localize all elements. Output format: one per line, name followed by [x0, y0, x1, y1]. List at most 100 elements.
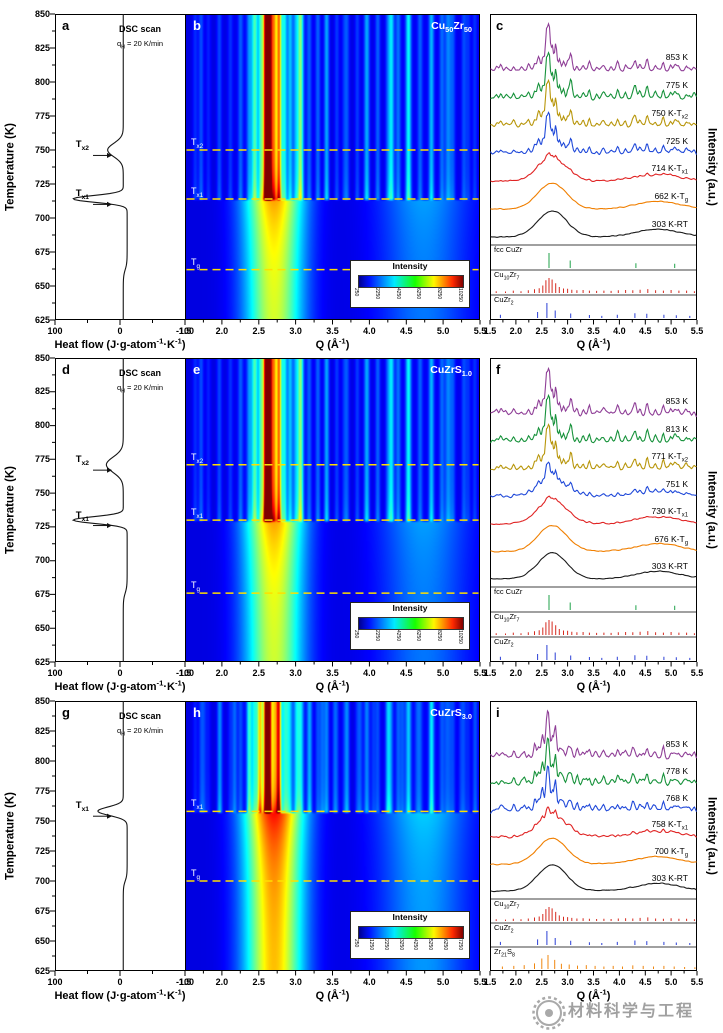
transition-line-label: Tx1: [191, 185, 204, 199]
colorbar-tick-label: 4250: [412, 939, 419, 951]
dsc-scan-title: DSC scan: [118, 24, 162, 34]
q-tick-label: 4.5: [399, 326, 413, 336]
temp-tick-label: 800: [34, 420, 50, 431]
temp-tick-label: 650: [34, 935, 50, 946]
panel-letter: b: [193, 18, 201, 33]
panel-letter: d: [62, 362, 70, 377]
transition-line-label: Tx1: [191, 507, 204, 520]
temp-tick-label: 650: [34, 622, 50, 633]
q-tick-label: 5.0: [436, 326, 450, 336]
dsc-rate-label: qH = 20 K/min: [116, 383, 164, 395]
colorbar-tick-label: 8250: [436, 630, 443, 642]
temp-tick-label: 650: [34, 280, 50, 291]
q-tick-label: 3.0: [289, 668, 302, 678]
ref-phase-label: Cu10Zr7: [494, 612, 520, 624]
dsc-annotation-label: Tx1: [75, 509, 89, 523]
q-tick-label: 1.5: [483, 668, 497, 678]
q-tick-label: 1.5: [483, 977, 497, 987]
heatflow-axis-title: Heat flow (J·g-atom-1·K-1): [54, 336, 186, 351]
temp-tick-label: 850: [34, 352, 50, 363]
colorbar-tick-label: 4250: [394, 288, 401, 300]
q-tick-label: 5.5: [473, 977, 487, 987]
q-tick-label: 3.0: [561, 977, 574, 987]
colorbar-tick-label: 6250: [415, 630, 422, 642]
q-tick-label: 3.0: [289, 977, 302, 987]
panel-letter: h: [193, 705, 201, 720]
q-tick-label: 3.0: [561, 668, 574, 678]
intensity-axis-title: Intensity (a.u.): [705, 128, 718, 206]
xrd-curve-label: 775 K: [665, 79, 688, 90]
temp-tick-label: 675: [34, 588, 50, 599]
dsc-annotation-label: Tx2: [75, 454, 89, 468]
dsc-rate-label: qH = 20 K/min: [116, 726, 164, 738]
panel-letter: e: [193, 362, 201, 377]
heatflow-tick-label: 100: [47, 977, 63, 987]
temp-tick-label: 675: [34, 905, 50, 916]
q-tick-label: 4.0: [613, 977, 626, 987]
sample-label: Cu50Zr50: [431, 20, 472, 35]
q-tick-label: 4.5: [638, 326, 652, 336]
temp-tick-label: 675: [34, 246, 50, 257]
heatflow-tick-label: 100: [47, 326, 63, 336]
colorbar-tick-label: 4250: [394, 630, 401, 642]
panel-letter: i: [496, 705, 500, 720]
colorbar-gradient: [358, 617, 464, 630]
colorbar-tick-label: 7250: [457, 939, 463, 951]
temp-tick-label: 750: [34, 487, 50, 498]
q-tick-label: 5.0: [436, 668, 450, 678]
dsc-panel-g: [55, 701, 185, 971]
q-axis-title: Q (Å-1): [315, 987, 350, 1002]
colorbar-tick-label: 3250: [397, 939, 404, 951]
q-tick-label: 1.5: [178, 326, 192, 336]
colorbar-tick-label: 5250: [427, 939, 434, 951]
q-tick-label: 5.0: [664, 326, 678, 336]
q-tick-label: 1.5: [483, 326, 497, 336]
colorbar-tick-label: 10250: [457, 288, 463, 302]
colorbar-gradient: [358, 275, 464, 288]
colorbar-tick-label: 250: [353, 939, 359, 948]
ref-phase-label: CuZr2: [494, 637, 514, 649]
temp-tick-label: 775: [34, 110, 50, 121]
q-tick-label: 5.0: [436, 977, 450, 987]
colorbar-tick-label: 2250: [382, 939, 389, 951]
heatflow-axis-title: Heat flow (J·g-atom-1·K-1): [54, 987, 186, 1002]
q-tick-label: 4.0: [363, 326, 376, 336]
q-tick-label: 4.5: [399, 668, 413, 678]
xrd-curve-label: 730 K-Tx1: [651, 506, 688, 519]
xrd-curve-label: 853 K: [665, 739, 688, 749]
q-axis-title: Q (Å-1): [576, 678, 611, 693]
q-tick-label: 2.5: [252, 977, 265, 987]
q-tick-label: 1.5: [178, 977, 192, 987]
panel-letter: c: [496, 18, 504, 33]
xrd-curve-label: 771 K-Tx2: [651, 451, 688, 464]
q-tick-label: 5.5: [690, 326, 704, 336]
temp-tick-label: 800: [34, 76, 50, 87]
q-tick-label: 2.5: [535, 668, 548, 678]
q-tick-label: 2.0: [215, 668, 229, 678]
intensity-axis-title: Intensity (a.u.): [705, 797, 718, 875]
xrd-curve-label: 768 K: [665, 792, 688, 803]
temp-axis-title: Temperature (K): [4, 466, 17, 554]
colorbar-title: Intensity: [392, 603, 428, 613]
temp-tick-label: 750: [34, 815, 50, 826]
q-axis-title: Q (Å-1): [576, 987, 611, 1002]
temp-axis-title: Temperature (K): [4, 792, 17, 880]
colorbar-tick-label: 250: [353, 288, 359, 297]
temp-tick-label: 700: [34, 555, 50, 566]
temp-tick-label: 725: [34, 178, 50, 189]
transition-line-label: Tg: [191, 256, 201, 270]
heatflow-axis-title: Heat flow (J·g-atom-1·K-1): [54, 678, 186, 693]
panel-letter: g: [62, 705, 70, 720]
heatflow-tick-label: 100: [47, 668, 63, 678]
xrd-curve-label: 303 K-RT: [651, 561, 688, 571]
q-tick-label: 3.5: [326, 326, 339, 336]
colorbar-legend: Intensity 250 1250 2250 3250 4250 5250 6250 7250: [350, 911, 470, 959]
dsc-annotation-label: Tx1: [75, 188, 89, 202]
heatflow-tick-label: 0: [117, 668, 123, 678]
q-axis-title: Q (Å-1): [576, 336, 611, 351]
transition-line-label: Tg: [191, 868, 201, 881]
q-tick-label: 4.0: [363, 668, 376, 678]
xrd-curve-label: 778 K: [665, 765, 688, 776]
colorbar-tick-label: 2250: [373, 288, 380, 300]
colorbar-tick-label: 2250: [373, 630, 380, 642]
